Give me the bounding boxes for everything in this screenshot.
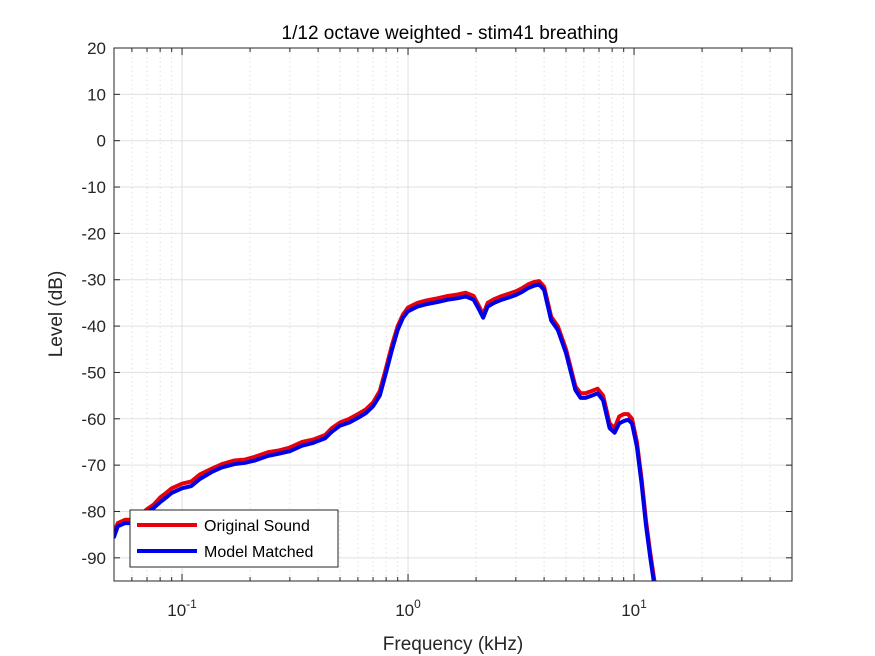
plot-area <box>114 48 792 581</box>
legend-label-model-matched: Model Matched <box>204 544 313 561</box>
x-tick-labels: 10-1 100 101 <box>167 597 647 620</box>
x-tick-label: 10-1 <box>167 597 197 620</box>
y-tick-label: -80 <box>81 502 106 521</box>
y-tick-label: -50 <box>81 363 106 382</box>
y-tick-label: -70 <box>81 456 106 475</box>
y-axis-label: Level (dB) <box>46 271 67 358</box>
legend-label-original-sound: Original Sound <box>204 518 310 535</box>
y-tick-label: 0 <box>97 132 106 151</box>
minor-grid <box>131 48 771 581</box>
y-tick-label: -20 <box>81 224 106 243</box>
legend: Original Sound Model Matched <box>129 509 339 568</box>
x-tick-label: 100 <box>395 597 421 620</box>
x-tick-label: 101 <box>621 597 647 620</box>
legend-box <box>129 509 339 568</box>
axis-ticks <box>114 47 792 581</box>
y-tick-label: 20 <box>87 39 106 58</box>
y-tick-label: -60 <box>81 410 106 429</box>
series-line-original-sound <box>114 279 657 581</box>
series-layer <box>114 279 657 581</box>
y-tick-label: -90 <box>81 549 106 568</box>
y-tick-label: 10 <box>87 85 106 104</box>
y-tick-label: -40 <box>81 317 106 336</box>
y-tick-labels: 20 10 0 -10 -20 -30 -40 -50 -60 -70 -80 -90 <box>81 39 106 568</box>
chart-title: 1/12 octave weighted - stim41 breathing <box>282 23 619 44</box>
series-line-model-matched <box>114 282 656 581</box>
axes-frame <box>113 47 793 582</box>
y-tick-label: -10 <box>81 178 106 197</box>
x-axis-label: Frequency (kHz) <box>383 634 523 655</box>
y-tick-label: -30 <box>81 271 106 290</box>
